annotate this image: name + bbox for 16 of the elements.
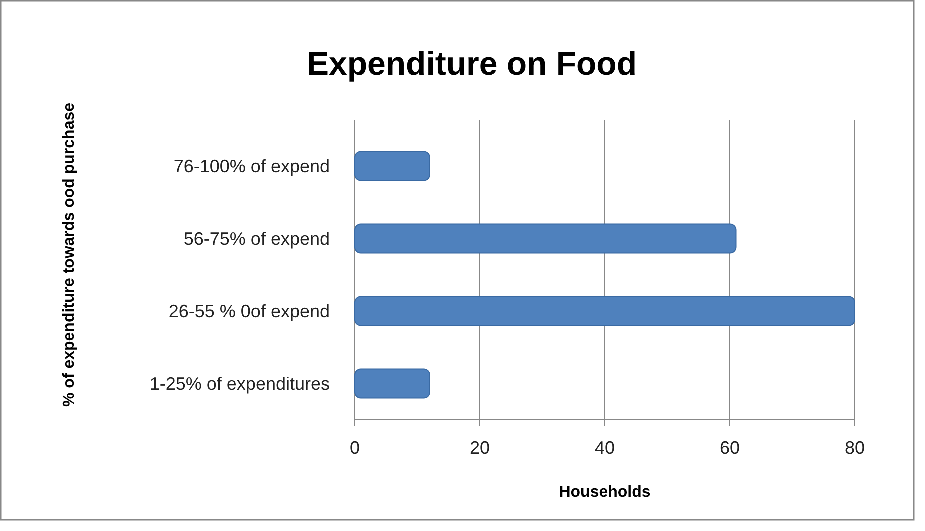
bar: [354, 296, 856, 326]
x-tick-label: 20: [470, 438, 490, 458]
x-axis-title: Households: [559, 484, 651, 501]
bar: [354, 224, 737, 254]
x-tick-label: 0: [350, 438, 360, 458]
y-tick-label: 26-55 % 0of expend: [168, 302, 330, 322]
chart-title: Expenditure on Food: [307, 45, 637, 82]
y-tick-label: 76-100% of expend: [174, 156, 330, 177]
y-tick-label: 56-75% of expend: [184, 229, 330, 250]
y-axis-title: % of expenditure towards ood purchase: [61, 102, 78, 408]
y-tick-label: 1-25% of expenditures: [150, 374, 330, 394]
bar: [354, 368, 430, 399]
x-tick-label: 40: [594, 438, 616, 458]
bar: [354, 151, 430, 182]
x-tick-label: 80: [844, 438, 866, 458]
x-tick-label: 60: [720, 438, 740, 458]
